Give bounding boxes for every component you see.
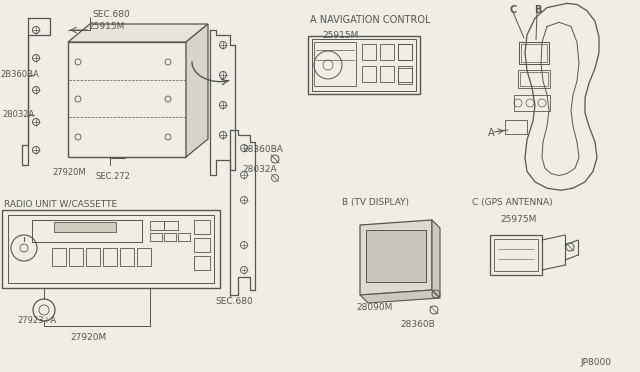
Bar bbox=[380, 44, 394, 60]
Bar bbox=[314, 42, 356, 86]
Bar bbox=[362, 44, 376, 60]
Text: B: B bbox=[534, 5, 541, 15]
Bar bbox=[505, 120, 527, 134]
Bar bbox=[518, 70, 550, 88]
Text: 27923+A: 27923+A bbox=[17, 316, 56, 325]
Bar bbox=[8, 215, 214, 283]
Polygon shape bbox=[186, 24, 208, 157]
Bar bbox=[521, 44, 547, 62]
Text: C: C bbox=[510, 5, 517, 15]
Bar bbox=[312, 39, 416, 91]
Text: SEC.680: SEC.680 bbox=[92, 10, 130, 19]
Text: C (GPS ANTENNA): C (GPS ANTENNA) bbox=[472, 198, 552, 207]
Polygon shape bbox=[68, 24, 208, 42]
Text: 28090M: 28090M bbox=[356, 303, 392, 312]
Text: RADIO UNIT W/CASSETTE: RADIO UNIT W/CASSETTE bbox=[4, 199, 117, 208]
Text: 25915M: 25915M bbox=[88, 22, 124, 31]
Bar bbox=[490, 235, 542, 275]
Text: 27920M: 27920M bbox=[52, 168, 86, 177]
Text: 27920M: 27920M bbox=[70, 333, 106, 342]
Bar bbox=[520, 72, 548, 86]
Text: 2B360BA: 2B360BA bbox=[0, 70, 39, 79]
Bar bbox=[398, 44, 412, 60]
Text: 28360B: 28360B bbox=[400, 320, 435, 329]
Bar bbox=[380, 66, 394, 82]
Bar bbox=[150, 233, 162, 241]
Bar bbox=[137, 248, 151, 266]
Bar bbox=[32, 220, 142, 242]
Bar bbox=[68, 42, 186, 157]
Text: SEC.272: SEC.272 bbox=[95, 172, 130, 181]
Bar bbox=[164, 221, 178, 230]
Bar bbox=[366, 230, 426, 282]
Bar bbox=[398, 66, 412, 82]
Bar bbox=[52, 248, 66, 266]
Text: JP8000: JP8000 bbox=[580, 358, 611, 367]
Text: 28032A: 28032A bbox=[242, 165, 276, 174]
Polygon shape bbox=[360, 220, 432, 295]
Text: B (TV DISPLAY): B (TV DISPLAY) bbox=[342, 198, 409, 207]
Bar bbox=[178, 233, 190, 241]
Bar bbox=[519, 42, 549, 64]
Bar bbox=[514, 95, 550, 111]
Bar bbox=[150, 221, 164, 230]
Bar bbox=[398, 44, 412, 60]
Bar bbox=[494, 239, 538, 271]
Bar bbox=[194, 220, 210, 234]
Text: 25915M: 25915M bbox=[322, 31, 358, 40]
Bar bbox=[86, 248, 100, 266]
Bar bbox=[164, 233, 176, 241]
Bar bbox=[2, 210, 220, 288]
Text: A: A bbox=[488, 128, 495, 138]
Text: 25975M: 25975M bbox=[500, 215, 536, 224]
Text: A NAVIGATION CONTROL: A NAVIGATION CONTROL bbox=[310, 15, 431, 25]
Polygon shape bbox=[360, 290, 440, 303]
Bar bbox=[362, 66, 376, 82]
Text: 28032A: 28032A bbox=[2, 110, 35, 119]
Bar bbox=[54, 222, 116, 232]
Text: SEC.680: SEC.680 bbox=[215, 297, 253, 306]
Bar bbox=[194, 238, 210, 252]
Bar bbox=[308, 36, 420, 94]
Bar bbox=[120, 248, 134, 266]
Bar bbox=[69, 248, 83, 266]
Bar bbox=[103, 248, 117, 266]
Text: 28360BA: 28360BA bbox=[242, 145, 283, 154]
Polygon shape bbox=[432, 220, 440, 298]
Bar bbox=[194, 256, 210, 270]
Bar bbox=[398, 68, 412, 84]
